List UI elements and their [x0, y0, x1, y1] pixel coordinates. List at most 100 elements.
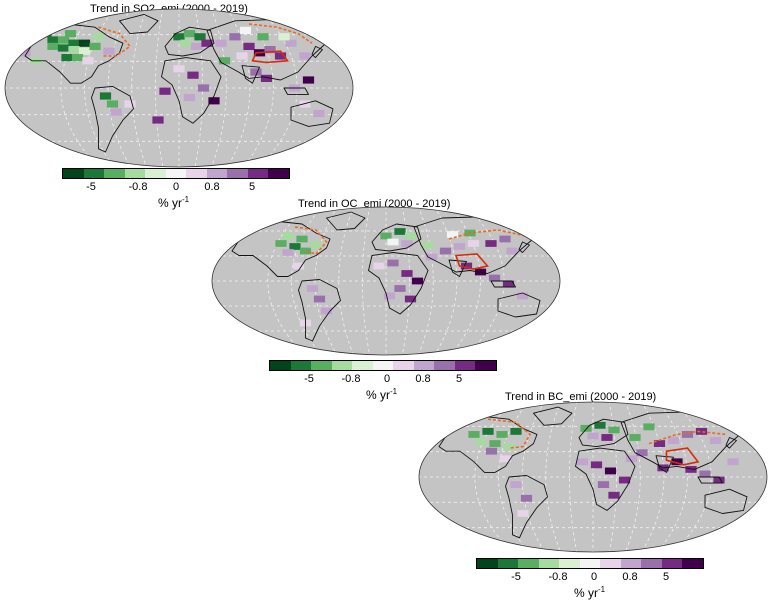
- map-frame: [211, 206, 561, 356]
- trend-cell: [40, 30, 52, 38]
- coastline: [283, 87, 309, 95]
- colorbar-tick: 5: [662, 571, 670, 583]
- trend-cell: [61, 54, 73, 62]
- trend-cell: [57, 36, 70, 44]
- colorbar-swatch: [206, 169, 228, 178]
- trend-cell: [173, 65, 185, 73]
- trend-cell: [467, 240, 480, 247]
- trend-cell: [643, 423, 655, 431]
- coastline: [575, 447, 636, 511]
- trend-cell: [47, 36, 59, 44]
- coastline: [368, 252, 429, 315]
- trend-cell: [580, 424, 592, 432]
- trend-cell: [496, 431, 508, 438]
- graticule-line: [640, 402, 665, 552]
- trend-cell: [387, 259, 399, 267]
- trend-cell: [19, 49, 31, 57]
- trend-cell: [239, 26, 252, 34]
- trend-cell: [282, 249, 294, 256]
- trend-cell: [506, 247, 518, 255]
- map-frame: [418, 401, 768, 553]
- graticule-line: [131, 9, 148, 167]
- trend-cell: [78, 47, 91, 55]
- coastline: [518, 241, 530, 253]
- trend-cell: [439, 247, 452, 255]
- region-boundary: [665, 447, 700, 466]
- trend-cell: [243, 42, 255, 50]
- graticule-line: [60, 9, 100, 167]
- trend-cell: [516, 292, 529, 300]
- colorbar-swatch: [63, 169, 84, 178]
- coastline: [578, 418, 629, 448]
- coastline: [290, 100, 334, 127]
- map-frame: [4, 8, 354, 168]
- colorbar-swatch: [311, 361, 332, 370]
- trend-cell: [489, 440, 501, 447]
- trend-cell: [618, 476, 631, 484]
- trend-cell: [92, 33, 105, 41]
- trend-cell: [289, 243, 301, 250]
- trend-cell: [488, 274, 501, 282]
- trend-cell: [106, 100, 119, 108]
- colorbar-swatch: [83, 169, 105, 178]
- trend-cell: [110, 108, 122, 116]
- graticule-line: [498, 402, 530, 552]
- trend-cell: [89, 42, 101, 50]
- trend-cell: [517, 510, 529, 517]
- trend-cell: [608, 491, 620, 499]
- colorbar-swatch: [247, 169, 269, 178]
- map-content: [5, 9, 353, 167]
- trend-cell: [460, 262, 473, 270]
- trend-cell: [502, 280, 515, 288]
- graticule-line: [362, 207, 371, 355]
- trend-cell: [468, 431, 480, 438]
- trend-cell: [475, 438, 487, 446]
- map-title: Trend in BC_emi (2000 - 2019): [505, 391, 657, 403]
- region-boundary-dashed: [487, 418, 532, 449]
- colorbar: [269, 360, 497, 371]
- trend-cell: [510, 427, 522, 435]
- colorbar-tick: -5: [304, 373, 314, 385]
- trend-cell: [306, 285, 319, 292]
- trend-cell: [485, 447, 498, 455]
- trend-cell: [302, 76, 315, 84]
- colorbar-swatch: [165, 169, 187, 178]
- trend-cell: [278, 33, 290, 41]
- graticule-line: [155, 9, 164, 167]
- trend-cell: [299, 247, 312, 255]
- trend-cell: [296, 235, 308, 243]
- colorbar-tick: -0.8: [128, 181, 148, 193]
- trend-cell: [590, 461, 603, 469]
- colorbar: [62, 168, 290, 179]
- colorbar-tick: 5: [248, 181, 256, 193]
- trend-cell: [78, 39, 91, 47]
- trend-cell: [264, 46, 276, 54]
- trend-cell: [636, 449, 648, 457]
- colorbar-swatch: [661, 559, 683, 568]
- trend-cell: [197, 84, 210, 92]
- trend-cell: [503, 443, 515, 451]
- trend-cell: [99, 92, 112, 100]
- trend-cell: [208, 97, 220, 105]
- graticule-line: [267, 207, 307, 355]
- colorbar: [476, 558, 704, 569]
- colorbar-swatch: [477, 559, 498, 568]
- colorbar-swatch: [559, 559, 580, 568]
- trend-cell: [671, 458, 683, 466]
- coastline: [371, 223, 422, 252]
- coastline: [164, 26, 215, 57]
- coastline: [311, 45, 323, 59]
- graticule-line: [521, 402, 546, 552]
- colorbar-swatch: [124, 169, 146, 178]
- colorbar-tick: 0: [590, 571, 598, 583]
- trend-cell: [587, 432, 599, 440]
- coastline: [24, 23, 124, 84]
- colorbar-swatch: [454, 361, 476, 370]
- trend-cell: [411, 277, 424, 285]
- trend-cell: [446, 231, 459, 238]
- colorbar-tick: -5: [511, 571, 521, 583]
- graticule-line: [314, 207, 339, 355]
- region-boundary-dashed: [648, 430, 727, 445]
- trend-cell: [401, 240, 413, 247]
- graticule-line: [107, 9, 132, 167]
